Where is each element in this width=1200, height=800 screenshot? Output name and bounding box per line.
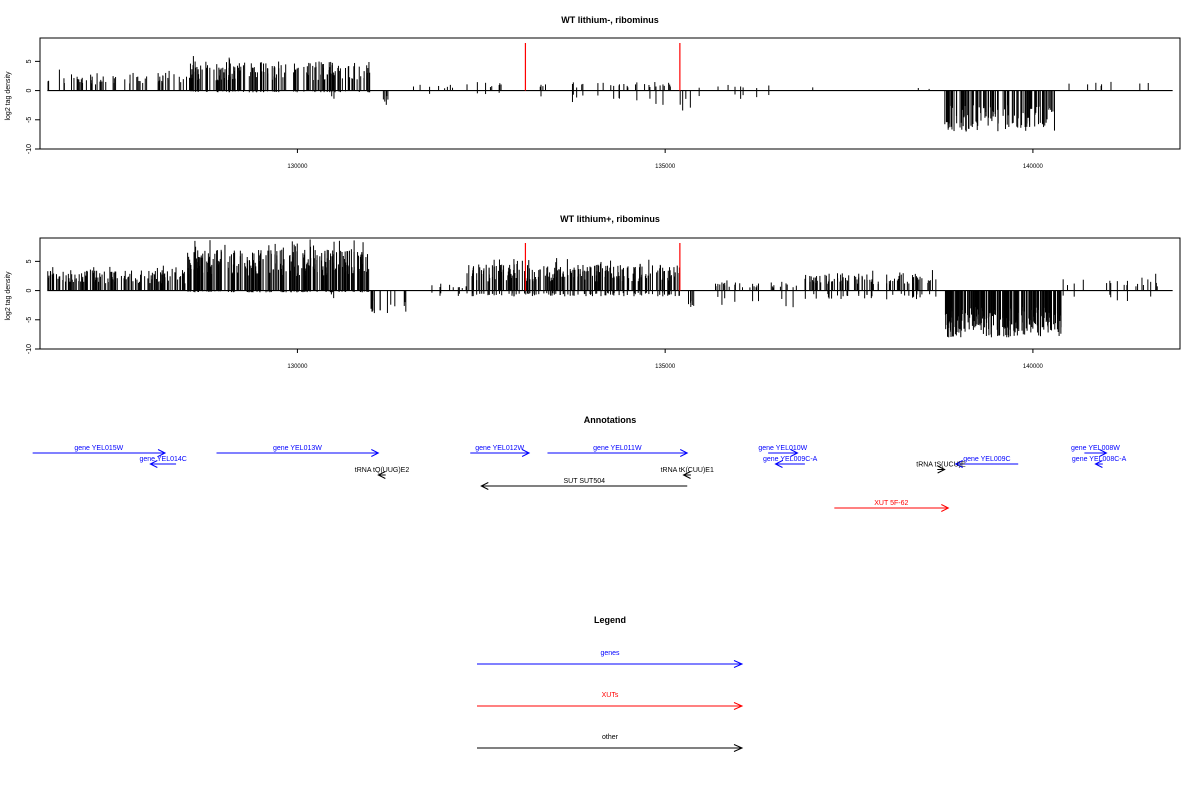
density-panel-lithium-plus: WT lithium+, ribominus log2 tag density … xyxy=(5,214,1181,370)
feature-label: gene YEL008W xyxy=(1071,445,1120,452)
feature-arrowhead xyxy=(774,460,783,468)
x-tick-label: 130000 xyxy=(287,164,308,170)
y-tick-label: -10 xyxy=(26,344,33,354)
x-tick-label: 130000 xyxy=(287,364,308,370)
marker-group xyxy=(524,43,681,91)
feature-group: gene YEL015W gene YEL014C gene YEL013W gene… xyxy=(32,445,1127,512)
panel-title: WT lithium+, ribominus xyxy=(560,214,660,224)
y-tick-label: -10 xyxy=(26,144,33,154)
y-tick-label: 5 xyxy=(26,259,33,263)
feature-label: gene YEL009C-A xyxy=(763,456,818,463)
legend-label: other xyxy=(602,734,619,741)
x-tick-label: 140000 xyxy=(1023,364,1044,370)
legend-title: Legend xyxy=(594,615,626,625)
plot-frame xyxy=(39,37,1181,150)
bar-group xyxy=(47,56,1173,132)
feature-arrowhead xyxy=(371,449,380,457)
y-tick-label: -5 xyxy=(26,117,33,123)
legend-entries: genes XUTs other xyxy=(477,650,744,752)
feature-label: tRNA tS(UCU)E xyxy=(916,462,966,469)
y-tick-label: 0 xyxy=(26,89,33,93)
feature-label: SUT SUT504 xyxy=(564,478,606,485)
y-axis: -10 -5 0 5 xyxy=(26,259,40,354)
feature-arrowhead xyxy=(480,482,489,490)
x-axis: 130000 135000 140000 xyxy=(287,349,1044,370)
feature-arrowhead xyxy=(937,465,946,474)
feature-arrowhead xyxy=(790,449,799,457)
legend: Legend genes XUTs other xyxy=(477,615,744,752)
feature-arrowhead xyxy=(1099,449,1108,457)
y-tick-label: 0 xyxy=(26,289,33,293)
legend-label: genes xyxy=(600,650,620,657)
legend-arrowhead xyxy=(733,702,744,710)
feature-arrowhead xyxy=(941,504,950,512)
feature-label: tRNA tK(CUU)E1 xyxy=(661,467,714,474)
bar-group xyxy=(47,239,1173,338)
x-tick-label: 135000 xyxy=(655,364,676,370)
feature-arrowhead xyxy=(149,460,158,468)
annotations-title: Annotations xyxy=(584,415,637,425)
plot-frame xyxy=(39,237,1181,350)
feature-label: gene YEL008C-A xyxy=(1072,456,1127,463)
legend-label: XUTs xyxy=(602,692,619,699)
feature-label: gene YEL015W xyxy=(74,445,123,452)
y-axis-label: log2 tag density xyxy=(5,271,12,321)
feature-arrowhead xyxy=(157,449,167,457)
feature-label: gene YEL013W xyxy=(273,445,322,452)
y-axis-label: log2 tag density xyxy=(5,71,12,121)
y-tick-label: 5 xyxy=(26,59,33,63)
y-tick-label: -5 xyxy=(26,317,33,323)
panel-title: WT lithium-, ribominus xyxy=(561,15,659,25)
feature-arrowhead xyxy=(682,471,691,479)
marker-group xyxy=(524,243,681,291)
feature-arrowhead xyxy=(377,471,386,479)
feature-arrowhead xyxy=(680,449,689,457)
feature-label: XUT 5F-62 xyxy=(874,500,908,507)
x-axis: 130000 135000 140000 xyxy=(287,149,1044,170)
x-tick-label: 140000 xyxy=(1023,164,1044,170)
feature-arrowhead xyxy=(521,449,531,457)
feature-label: gene YEL014C xyxy=(140,456,187,463)
x-tick-label: 135000 xyxy=(655,164,676,170)
feature-label: gene YEL011W xyxy=(593,445,642,452)
density-panel-lithium-minus: WT lithium-, ribominus log2 tag density … xyxy=(5,15,1181,170)
feature-label: gene YEL009C xyxy=(963,456,1010,463)
feature-arrowhead xyxy=(954,460,963,468)
feature-label: gene YEL010W xyxy=(758,445,807,452)
legend-arrowhead xyxy=(733,660,744,668)
feature-label: gene YEL012W xyxy=(475,445,524,452)
y-axis: -10 -5 0 5 xyxy=(26,59,40,154)
legend-arrowhead xyxy=(733,744,744,752)
feature-label: tRNA tQ(UUG)E2 xyxy=(355,467,410,474)
feature-arrowhead xyxy=(1094,460,1103,468)
